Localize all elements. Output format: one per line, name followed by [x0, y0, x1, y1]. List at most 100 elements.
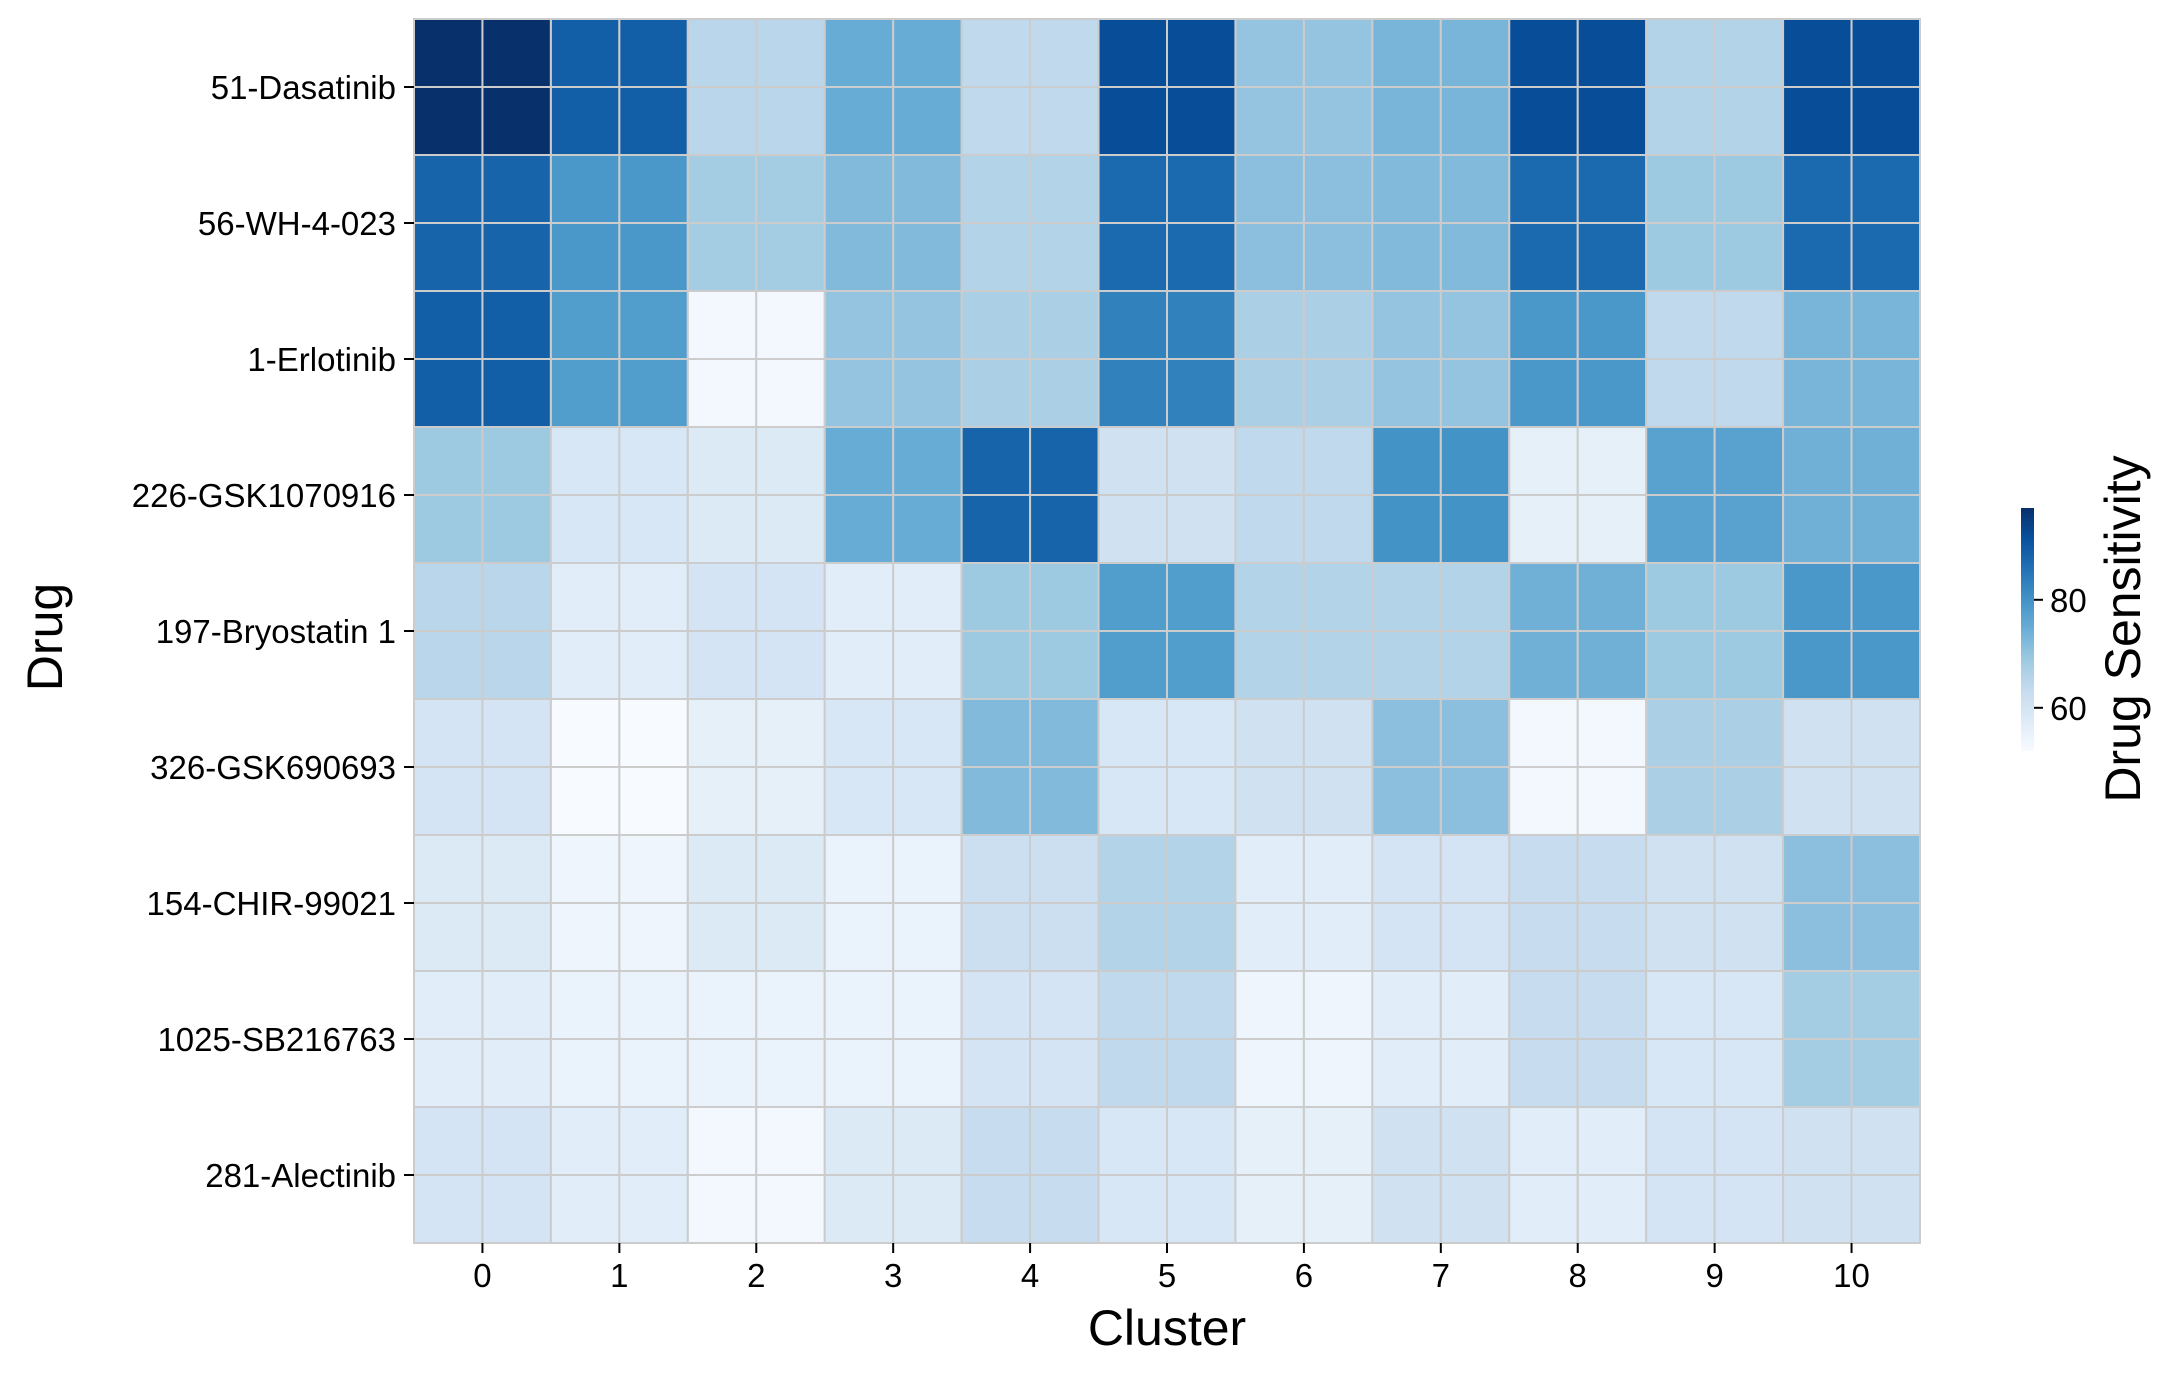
heatmap-cell: [960, 18, 1032, 88]
heatmap-cell: [686, 86, 758, 156]
heatmap-cell: [481, 630, 552, 700]
heatmap-cell: [1166, 86, 1237, 156]
heatmap-cell: [1029, 1174, 1100, 1244]
heatmap-cell: [1850, 154, 1922, 224]
heatmap-cell: [1645, 902, 1716, 972]
heatmap-cell: [1645, 562, 1716, 632]
heatmap-cell: [413, 222, 484, 292]
heatmap-cell: [549, 698, 621, 768]
heatmap-cell: [1508, 1038, 1579, 1108]
heatmap-cell: [1234, 154, 1305, 224]
x-tick-label: 1: [610, 1257, 628, 1294]
heatmap-cell: [1302, 1174, 1374, 1244]
heatmap-cell: [1576, 86, 1648, 156]
colorbar-gradient: [2021, 508, 2034, 751]
heatmap-cell: [755, 18, 826, 88]
heatmap-cell: [1508, 358, 1579, 428]
heatmap-cell: [1166, 834, 1237, 904]
heatmap-cell: [413, 1174, 484, 1244]
heatmap-cell: [823, 766, 895, 836]
y-tick-label: 154-CHIR-99021: [147, 885, 396, 922]
heatmap-cell: [1029, 766, 1100, 836]
heatmap-cell: [755, 358, 826, 428]
heatmap-cell: [1234, 698, 1305, 768]
heatmap-cell: [1166, 1038, 1237, 1108]
heatmap-cell: [1234, 630, 1305, 700]
heatmap-cell: [1850, 970, 1922, 1040]
heatmap-cell: [1371, 290, 1442, 360]
heatmap-cell: [1302, 426, 1374, 496]
y-axis-label: Drug: [17, 583, 73, 691]
heatmap-cell: [686, 1174, 758, 1244]
heatmap-cell: [1371, 1038, 1442, 1108]
heatmap-cell: [481, 1038, 552, 1108]
heatmap-cell: [1850, 562, 1922, 632]
heatmap-cell: [892, 426, 963, 496]
heatmap-cell: [1713, 494, 1785, 564]
heatmap-cell: [1029, 18, 1100, 88]
heatmap-cell: [960, 1038, 1032, 1108]
heatmap-cell: [1645, 630, 1716, 700]
x-axis-label: Cluster: [1088, 1300, 1246, 1356]
heatmap-cell: [892, 358, 963, 428]
heatmap-cell: [1576, 494, 1648, 564]
heatmap-cell: [413, 18, 484, 88]
heatmap-cell: [549, 290, 621, 360]
heatmap-cell: [1097, 970, 1169, 1040]
heatmap-cell: [1713, 698, 1785, 768]
heatmap-cell: [1782, 970, 1853, 1040]
heatmap-cell: [686, 698, 758, 768]
heatmap-cell: [1645, 154, 1716, 224]
heatmap-cell: [1234, 902, 1305, 972]
y-tick-label: 51-Dasatinib: [211, 69, 396, 106]
heatmap-cell: [1782, 154, 1853, 224]
heatmap-cell: [549, 358, 621, 428]
y-tick-label: 197-Bryostatin 1: [156, 613, 396, 650]
heatmap-cell: [1713, 154, 1785, 224]
heatmap-cell: [1302, 358, 1374, 428]
heatmap-cell: [1576, 18, 1648, 88]
heatmap-cell: [1576, 698, 1648, 768]
heatmap-cell: [1371, 834, 1442, 904]
heatmap-cell: [1166, 154, 1237, 224]
heatmap-cell: [1782, 290, 1853, 360]
heatmap-cell: [1371, 494, 1442, 564]
heatmap-cell: [481, 222, 552, 292]
heatmap-cell: [1371, 562, 1442, 632]
heatmap-cell: [1302, 630, 1374, 700]
heatmap-cell: [1439, 1174, 1511, 1244]
heatmap-cell: [618, 902, 689, 972]
heatmap-cell: [686, 766, 758, 836]
heatmap-cell: [1850, 630, 1922, 700]
heatmap-cell: [1234, 834, 1305, 904]
heatmap-cell: [1302, 154, 1374, 224]
heatmap-cell: [1713, 630, 1785, 700]
y-axis-ticks: 51-Dasatinib 56-WH-4-023 1-Erlotinib 226-GS…: [132, 69, 414, 1194]
heatmap-cell: [618, 154, 689, 224]
heatmap-cell: [1645, 1106, 1716, 1176]
heatmap-cell: [1850, 834, 1922, 904]
heatmap-cell: [823, 630, 895, 700]
heatmap-cell: [686, 222, 758, 292]
heatmap-cell: [1713, 358, 1785, 428]
heatmap-cell: [1097, 222, 1169, 292]
heatmap-cell: [1508, 698, 1579, 768]
heatmap-cell: [413, 766, 484, 836]
heatmap-cell: [755, 1038, 826, 1108]
heatmap-cell: [1850, 426, 1922, 496]
heatmap-cell: [1302, 290, 1374, 360]
heatmap-cell: [1850, 290, 1922, 360]
heatmap-cell: [686, 290, 758, 360]
heatmap-cell: [1508, 18, 1579, 88]
heatmap-cell: [1782, 426, 1853, 496]
heatmap-cell: [1713, 902, 1785, 972]
heatmap-cell: [1029, 698, 1100, 768]
x-tick-label: 3: [884, 1257, 902, 1294]
heatmap-cell: [1576, 970, 1648, 1040]
y-tick-label: 1025-SB216763: [157, 1021, 396, 1058]
heatmap-cell: [1439, 358, 1511, 428]
heatmap-cell: [481, 290, 552, 360]
heatmap-cell: [686, 494, 758, 564]
heatmap-cell: [960, 494, 1032, 564]
